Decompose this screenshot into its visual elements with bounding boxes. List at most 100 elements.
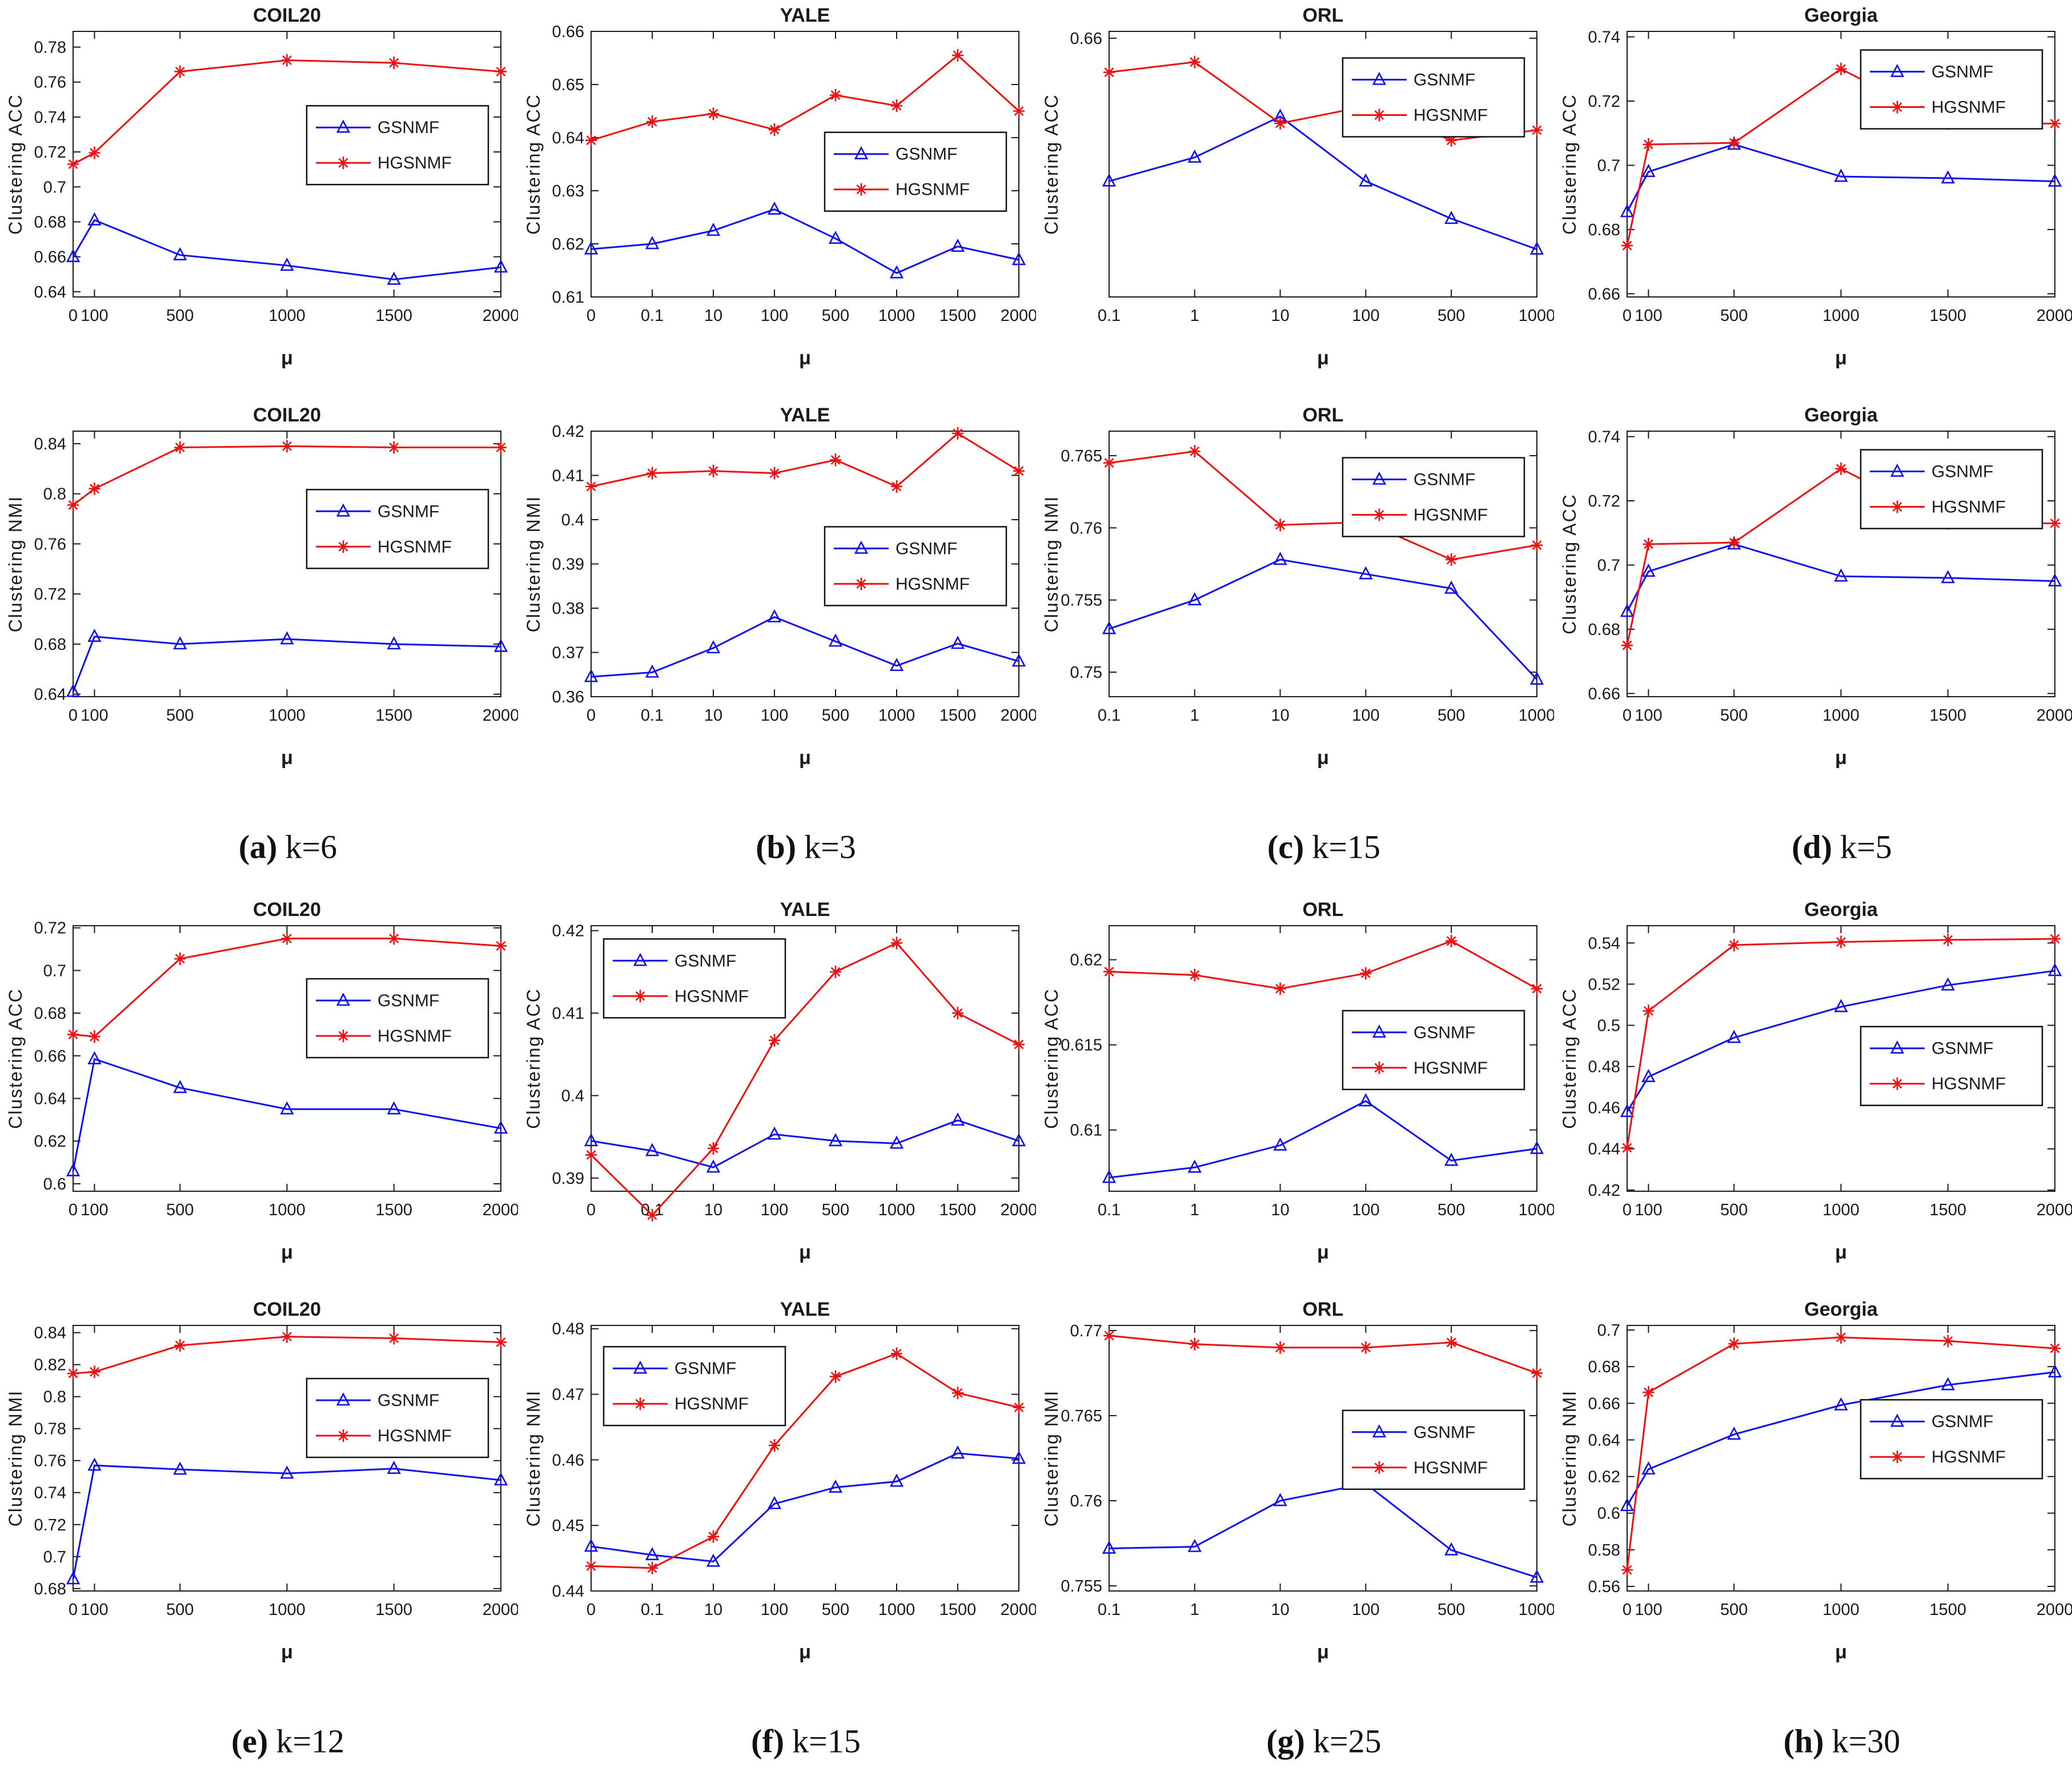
y-axis-label: Clustering NMI [1041,1390,1062,1527]
asterisk-marker-icon [388,1332,400,1345]
x-tick-label: 1000 [1519,706,1554,725]
asterisk-marker-icon [281,1330,293,1343]
triangle-marker-icon [173,247,187,260]
x-tick-label: 1000 [268,1601,306,1619]
series-hgsnmf [1103,1329,1543,1380]
x-tick-label: 100 [1352,1201,1379,1219]
legend-box [603,1345,786,1427]
chart-title: ORL [1303,1299,1344,1320]
asterisk-marker-icon [1728,1337,1740,1351]
triangle-marker-icon [1620,204,1635,218]
chart-svg: YALE Clustering NMI 0.36 0.37 0.38 0.39 0.4 0.4… [523,404,1037,769]
asterisk-marker-icon [281,440,293,453]
x-tick-label: 500 [166,706,194,725]
triangle-marker-icon [1620,1498,1635,1512]
x-tick-label: 0 [69,706,78,725]
triangle-marker-icon [66,1163,81,1176]
chart-svg: COIL20 Clustering ACC 0.64 0.66 0.68 0.7 0.72 0… [5,5,519,369]
y-axis-label: Clustering ACC [523,988,544,1129]
y-tick-label: 0.6 [43,1175,66,1194]
legend-box [824,526,1007,606]
x-tick-label: 100 [1635,1201,1662,1219]
chart-title: COIL20 [253,1299,321,1320]
series-line [591,432,1019,488]
x-tick-label: 100 [1352,1601,1379,1619]
y-tick-label: 0.47 [552,1386,584,1404]
triangle-marker-icon [1834,999,1848,1012]
x-tick-label: 2000 [1001,1201,1036,1219]
x-tick-label: 0.1 [1098,1601,1121,1619]
asterisk-marker-icon [1188,55,1200,69]
triangle-marker-icon [2047,963,2062,977]
triangle-marker-icon [1187,1538,1202,1552]
chart-title: COIL20 [253,5,321,26]
y-tick-label: 0.72 [34,143,66,162]
asterisk-marker-icon [388,441,400,454]
triangle-marker-icon [950,1112,965,1126]
asterisk-marker-icon [856,183,867,196]
y-tick-label: 0.74 [1588,29,1620,47]
y-tick-label: 0.62 [552,235,584,254]
chart-svg: Georgia Clustering NMI 0.56 0.58 0.6 0.62 0.64… [1559,1299,2072,1663]
y-tick-label: 0.64 [1588,1431,1620,1449]
legend-entry-label: GSNMF [1932,1039,1993,1058]
legend-entry-label: GSNMF [674,951,736,970]
series-gsnmf [66,1051,508,1176]
caption-e: (e) k=12 [0,1694,518,1788]
x-axis-label: μ [1317,1641,1329,1663]
asterisk-marker-icon [1643,537,1655,551]
series-line [1109,940,1537,990]
series-hgsnmf [1103,445,1543,566]
triangle-marker-icon [950,1445,965,1459]
caption-g-label: (g) [1266,1722,1305,1759]
asterisk-marker-icon [647,115,658,128]
triangle-marker-icon [336,119,351,133]
caption-d: (d) k=5 [1554,799,2072,894]
x-tick-label: 1000 [1822,706,1860,725]
y-tick-label: 0.7 [1597,156,1620,175]
asterisk-marker-icon [707,107,719,120]
series-line [1626,543,2055,612]
asterisk-marker-icon [769,467,781,480]
x-tick-label: 1000 [1822,1201,1860,1219]
asterisk-marker-icon [1274,116,1286,130]
triangle-marker-icon [706,222,721,236]
y-tick-label: 0.615 [1061,1036,1102,1055]
y-tick-label: 0.5 [1597,1016,1620,1035]
x-tick-label: 0 [1623,1201,1632,1219]
x-tick-label: 0 [587,706,596,725]
chart-orl-acc-c: ORL Clustering ACC 0.66 0.1 1 10 100 500 1000 μ GS… [1036,0,1555,400]
series-line [1109,559,1538,680]
y-tick-label: 0.38 [552,600,584,618]
asterisk-marker-icon [1728,938,1740,951]
asterisk-marker-icon [174,1339,186,1352]
asterisk-marker-icon [585,134,597,147]
asterisk-marker-icon [707,1142,719,1155]
series-hgsnmf [1103,55,1543,147]
x-tick-label: 100 [1635,706,1662,725]
asterisk-marker-icon [829,965,841,978]
legend-box [1342,1409,1525,1490]
asterisk-marker-icon [1892,1077,1903,1090]
legend-box [603,938,786,1019]
triangle-marker-icon [280,631,294,645]
x-tick-label: 1 [1190,1201,1199,1219]
asterisk-marker-icon [1188,1337,1200,1351]
legend: GSNMF HGSNMF [1342,57,1525,138]
y-axis-label: Clustering ACC [5,94,26,235]
asterisk-marker-icon [1621,239,1633,252]
x-axis-label: μ [1835,1241,1847,1263]
y-axis-label: Clustering NMI [5,496,26,633]
y-tick-label: 0.48 [552,1320,584,1339]
x-tick-label: 100 [1635,307,1662,325]
caption-d-value: k=5 [1840,828,1892,865]
triangle-marker-icon [1890,63,1905,77]
chart-svg: ORL Clustering NMI 0.75 0.755 0.76 0.765 0.1 1 1… [1041,404,1555,769]
x-tick-label: 10 [1271,1601,1289,1619]
triangle-marker-icon [1273,1137,1287,1151]
y-tick-label: 0.72 [1588,492,1620,511]
y-axis-label: Clustering ACC [1559,493,1580,634]
caption-e-label: (e) [231,1722,268,1759]
asterisk-marker-icon [1892,500,1903,513]
x-tick-label: 100 [1352,307,1379,325]
